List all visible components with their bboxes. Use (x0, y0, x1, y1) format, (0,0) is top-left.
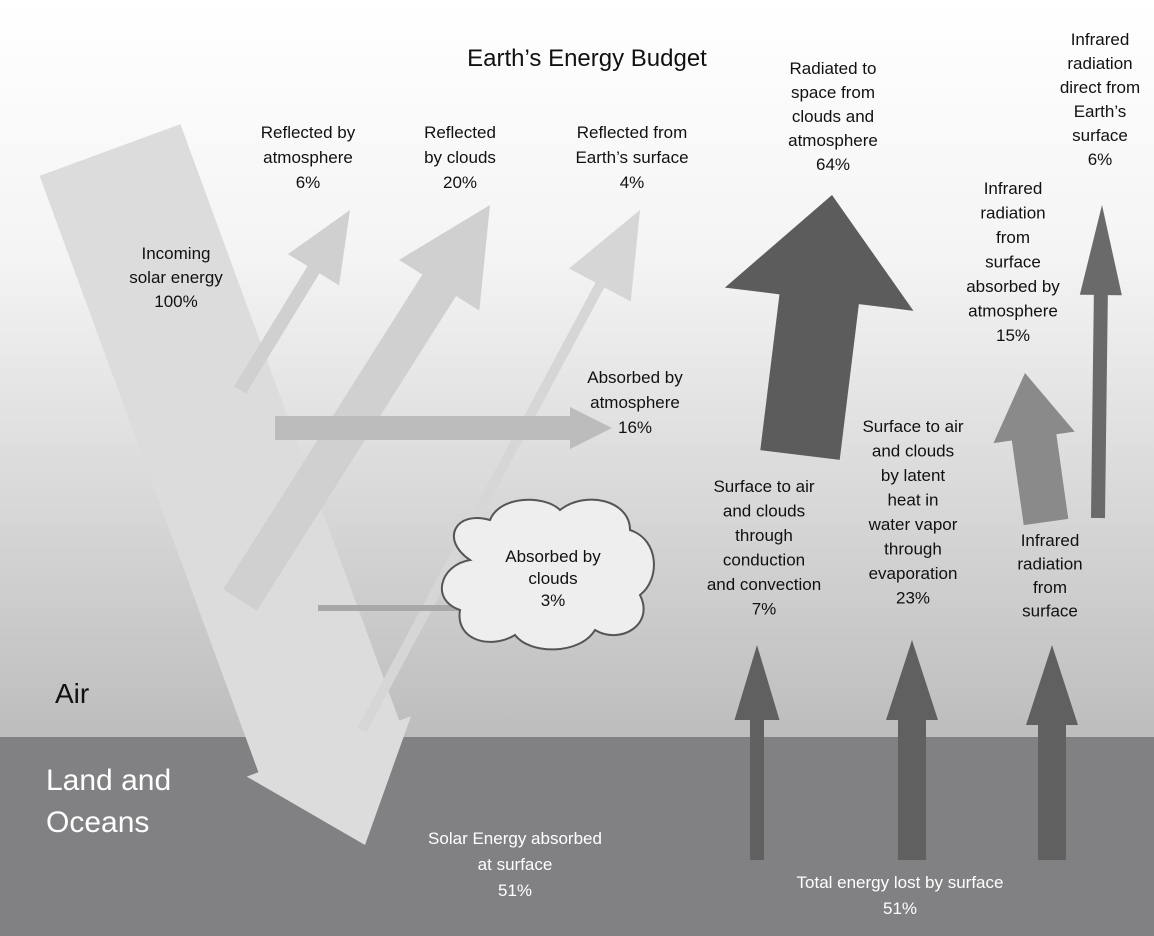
label-line: 15% (996, 326, 1030, 345)
arrow (993, 373, 1075, 526)
title: Earth’s Energy Budget (467, 45, 707, 72)
label-line: Reflected from (577, 123, 688, 142)
arrows (39, 124, 1122, 860)
label-line: clouds (528, 569, 577, 588)
label-line: Earth’s surface (575, 148, 688, 167)
label-line: space from (791, 83, 875, 102)
label-line: Absorbed by (505, 547, 601, 566)
label-line: through (884, 540, 942, 559)
label-line: Reflected (424, 123, 496, 142)
label-line: 3% (541, 591, 566, 610)
arrow (275, 407, 612, 449)
label-line: atmosphere (788, 131, 878, 150)
label-line: Total energy lost by surface (797, 873, 1004, 892)
label-line: from (1033, 578, 1067, 597)
arrow (724, 195, 914, 460)
label-line: 7% (752, 600, 777, 619)
label-line: surface (1072, 126, 1128, 145)
label-line: 16% (618, 418, 652, 437)
arrow (234, 210, 350, 394)
label-line: Radiated to (790, 59, 877, 78)
label-line: Infrared (1021, 531, 1080, 550)
label-line: evaporation (869, 564, 958, 583)
land-label: Land and (46, 764, 171, 797)
label-line: Incoming (142, 244, 211, 263)
label-line: through (735, 526, 793, 545)
labels: Reflected by atmosphere 6% Reflected by clou… (129, 30, 1140, 918)
label-line: and clouds (723, 502, 805, 521)
label-line: 100% (154, 292, 197, 311)
arrow (1079, 205, 1122, 519)
label-line: surface (985, 253, 1041, 272)
land-label: Oceans (46, 806, 149, 839)
label-line: from (996, 228, 1030, 247)
label-line: 64% (816, 155, 850, 174)
label-line: by latent (881, 466, 946, 485)
label-line: 23% (896, 589, 930, 608)
label-line: 4% (620, 173, 645, 192)
label-line: solar energy (129, 268, 223, 287)
label-line: 6% (296, 173, 321, 192)
arrow (39, 124, 411, 845)
label-line: absorbed by (966, 277, 1060, 296)
label-line: atmosphere (263, 148, 353, 167)
label-line: Reflected by (261, 123, 356, 142)
label-line: radiation (1017, 555, 1082, 574)
label-line: at surface (478, 855, 553, 874)
arrow (886, 640, 938, 860)
air-label: Air (55, 678, 89, 709)
label-line: Solar Energy absorbed (428, 829, 602, 848)
label-line: 51% (498, 881, 532, 900)
label-line: atmosphere (968, 302, 1058, 321)
label-line: direct from (1060, 78, 1140, 97)
label-line: conduction (723, 551, 805, 570)
label-line: heat in (887, 491, 938, 510)
label-line: Surface to air (862, 417, 963, 436)
label-line: atmosphere (590, 393, 680, 412)
label-line: and clouds (872, 442, 954, 461)
arrow (318, 595, 540, 621)
label-line: clouds and (792, 107, 874, 126)
arrow (357, 210, 640, 733)
label-line: Infrared (1071, 30, 1130, 49)
land-region (0, 737, 1154, 936)
label-line: and convection (707, 575, 821, 594)
arrow (734, 645, 780, 860)
label-line: Surface to air (713, 477, 814, 496)
label-line: 51% (883, 899, 917, 918)
label-line: water vapor (868, 515, 958, 534)
label-line: radiation (980, 204, 1045, 223)
label-line: by clouds (424, 148, 496, 167)
label-line: surface (1022, 602, 1078, 621)
arrow (1026, 645, 1078, 860)
label-line: 20% (443, 173, 477, 192)
cloud (440, 498, 655, 651)
label-line: Earth’s (1074, 102, 1127, 121)
label-line: 6% (1088, 150, 1113, 169)
label-line: Absorbed by (587, 368, 683, 387)
label-line: radiation (1067, 54, 1132, 73)
label-line: Infrared (984, 179, 1043, 198)
arrow (223, 205, 490, 611)
